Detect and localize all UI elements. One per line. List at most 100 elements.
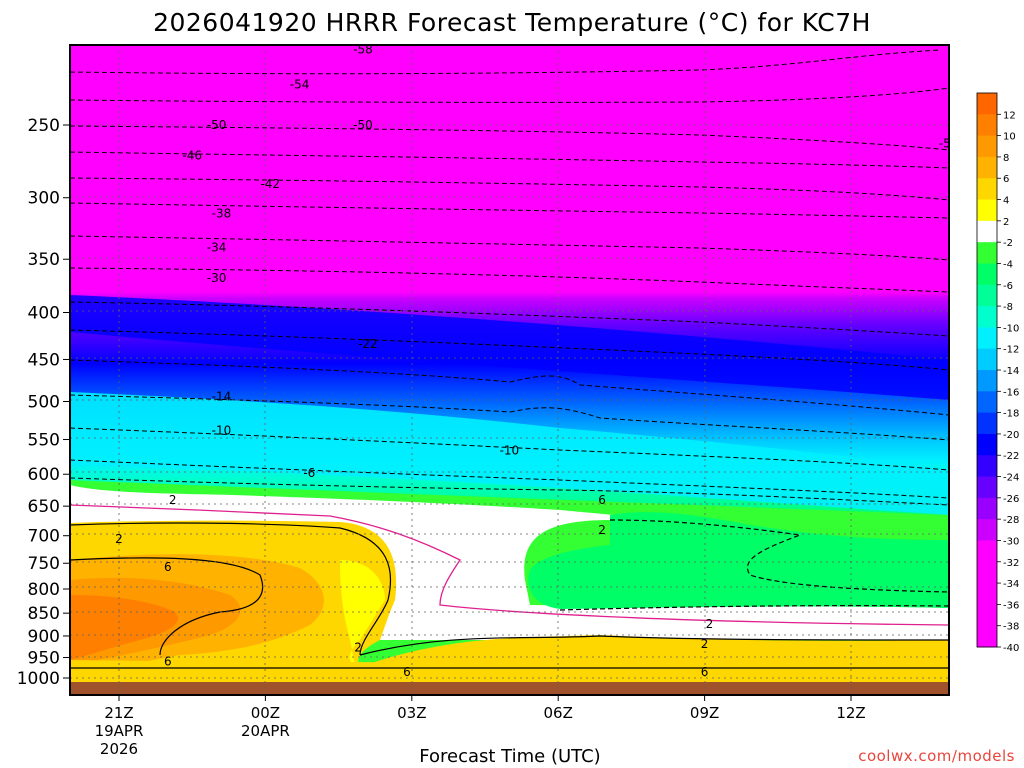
contour-label: 2 [701,637,709,651]
colorbar-label: -28 [1003,515,1019,526]
y-tick-label: 850 [28,604,60,624]
x-axis-label: Forecast Time (UTC) [419,746,600,767]
zero-isotherm [70,504,949,626]
contour-label: -38 [212,206,232,220]
contour-50 [70,125,949,151]
colorbar-label: 4 [1003,196,1009,207]
contour-label: -42 [260,177,280,191]
y-tick-label: 650 [28,497,60,517]
colorbar-swatch [977,497,997,520]
y-axis: 250 300 350 400 450 500 550 600 650 700 750 800 850 9… [17,116,70,689]
contour-label: 2 [354,640,362,654]
contour-10 [70,427,949,471]
colorbar-label: -14 [1003,366,1019,377]
contour-label: -30 [207,271,227,285]
contour-label: -50 [353,118,373,132]
colorbar-swatch [977,604,997,627]
contour-label: 6 [701,665,709,679]
colorbar-label: -6 [1003,281,1013,292]
watermark: coolwx.com/models [858,747,1015,765]
colorbar-label: -2 [1003,238,1013,249]
colorbar-swatch [977,540,997,563]
x-tick-date: 2026 [100,740,138,758]
colorbar-swatch [977,327,997,350]
colorbar-swatch [977,199,997,222]
contour-34 [70,235,949,261]
colorbar-swatch [977,476,997,499]
contour-label: -6 [303,466,315,480]
colorbar-label: 8 [1003,153,1009,164]
colorbar-swatch [977,625,997,648]
contour-38 [70,202,949,219]
contour-42 [70,177,949,201]
contour-label: 2 [115,532,123,546]
colorbar-label: -4 [1003,259,1013,270]
colorbar-swatch [977,583,997,605]
colorbar-label: -32 [1003,558,1019,569]
colorbar-swatch [977,561,997,584]
colorbar-label: -34 [1003,579,1019,590]
y-tick-label: 550 [28,431,60,451]
contour-label: -34 [207,241,227,255]
surface-layer [70,660,949,682]
contour-6b [70,477,949,506]
colorbar-label: -10 [1003,323,1019,334]
colorbar-swatch [977,370,997,392]
y-tick-label: 1000 [17,669,60,689]
contour-2-upper [70,522,392,656]
contour-label: -10 [212,424,232,438]
warm-layer [70,520,949,695]
y-tick-label: 400 [28,303,60,323]
colorbar-swatch [977,455,997,478]
colorbar-frame [976,92,998,648]
colorbar-label: -8 [1003,302,1013,313]
colorbar-label: 6 [1003,174,1009,185]
colorbar-swatch [977,178,997,201]
colorbar-swatch [977,433,997,456]
y-tick-label: 250 [28,116,60,136]
colorbar-label: -24 [1003,473,1019,484]
colorbar: 12 10 8 6 4 2 -2 -4 -6 -8 -10 -12 -14 -16 -18 -20 -22 -24… [976,92,1019,654]
grid [70,45,949,695]
contour-58 [70,49,941,75]
colorbar-label: -40 [1003,643,1019,654]
y-tick-label: 800 [28,580,60,600]
colorbar-label: 2 [1003,217,1009,228]
contour-14 [70,394,949,441]
colorbar-swatch [977,156,997,179]
colorbar-label: 12 [1003,110,1016,121]
x-tick-label: 06Z [544,704,573,722]
contour-labels: -58-54-50-50-50-46-42-38-34-30-26-22-14-… [115,45,959,679]
colorbar-label: -18 [1003,409,1019,420]
colorbar-swatch [977,519,997,541]
colorbar-swatch [977,391,997,414]
contour-label: -50 [939,137,959,151]
contour-22 [70,329,949,371]
ground [70,682,949,695]
colorbar-swatch [977,220,997,243]
y-tick-label: 900 [28,627,60,647]
contour-label: 2 [598,523,606,537]
contour-label: 6 [403,665,411,679]
contour-label: -10 [500,443,520,457]
x-tick-date: 19APR [95,722,144,740]
y-tick-label: 350 [28,250,60,270]
contour-18 [70,359,949,416]
colorbar-swatch [977,412,997,435]
x-tick-label: 00Z [251,704,280,722]
cyan-band [70,392,949,515]
contour-label: -50 [207,118,227,132]
contour-label: -46 [182,149,202,163]
contour-2-lower [359,635,949,656]
contour-46 [70,151,949,169]
deep-blue-band [70,295,949,400]
contour-label: 2 [169,493,177,507]
warm-yellow [340,560,385,665]
colorbar-swatch [977,306,997,328]
colorbar-label: -16 [1003,387,1019,398]
x-tick-label: 21Z [104,704,133,722]
colorbar-label: -26 [1003,494,1019,505]
x-tick-label: 03Z [397,704,426,722]
colorbar-swatch [977,114,997,137]
